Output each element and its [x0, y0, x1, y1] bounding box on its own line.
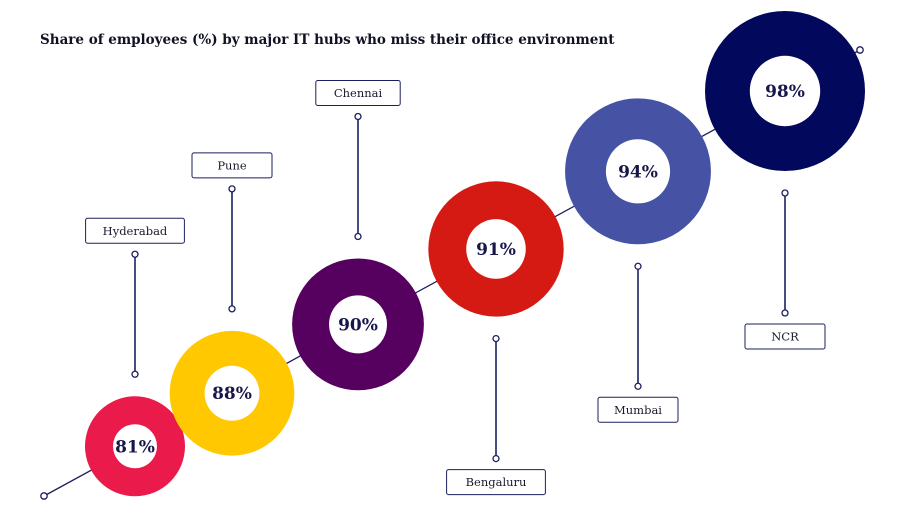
connector-dot-near-mumbai [634, 262, 642, 270]
connector-dot-far-bengaluru [492, 454, 500, 463]
city-label-ncr: NCR [771, 329, 799, 343]
city-label-hyderabad: Hyderabad [103, 224, 168, 238]
city-label-box-hyderabad [85, 217, 185, 244]
value-label-chennai: 90% [338, 315, 378, 335]
city-label-box-ncr [744, 323, 826, 350]
bubbles-layer: 81% 88% 90% 91% 94% 98% [85, 10, 865, 497]
bubble-hole-ncr [749, 55, 821, 127]
city-label-chennai: Chennai [334, 86, 383, 100]
trend-start-dot [40, 492, 48, 500]
connector-dot-far-pune [228, 185, 236, 193]
bubble-hole-pune [204, 365, 260, 421]
connector-dot-far-hyderabad [131, 250, 139, 258]
connector-dot-near-bengaluru [492, 334, 500, 343]
city-label-bengaluru: Bengaluru [466, 475, 527, 489]
city-label-box-chennai [315, 79, 401, 106]
city-label-mumbai: Mumbai [614, 403, 662, 417]
trend-end-dot [856, 46, 864, 54]
connector-dot-near-ncr [781, 189, 789, 197]
value-label-hyderabad: 81% [115, 437, 155, 457]
city-label-box-bengaluru [446, 469, 546, 496]
connector-dot-near-hyderabad [131, 370, 139, 378]
connector-dot-far-mumbai [634, 382, 642, 390]
connectors-layer: Hyderabad Pune Chennai Bengaluru Mumbai NCR [85, 79, 826, 496]
value-label-mumbai: 94% [618, 162, 658, 182]
chart-title: Share of employees (%) by major IT hubs … [40, 32, 615, 48]
connector-dot-far-ncr [781, 309, 789, 317]
city-label-box-mumbai [597, 396, 679, 423]
bubble-hole-hyderabad [113, 424, 157, 469]
value-label-bengaluru: 91% [476, 240, 516, 260]
city-label-pune: Pune [217, 158, 247, 172]
bubble-hole-mumbai [605, 139, 671, 204]
value-label-ncr: 98% [765, 82, 805, 102]
connector-dot-far-chennai [354, 112, 362, 121]
connector-dot-near-chennai [354, 232, 362, 241]
value-label-pune: 88% [212, 384, 252, 404]
bubble-hole-bengaluru [466, 219, 526, 279]
connector-dot-near-pune [228, 305, 236, 313]
city-label-box-pune [191, 152, 273, 179]
bubble-hole-chennai [329, 295, 387, 354]
